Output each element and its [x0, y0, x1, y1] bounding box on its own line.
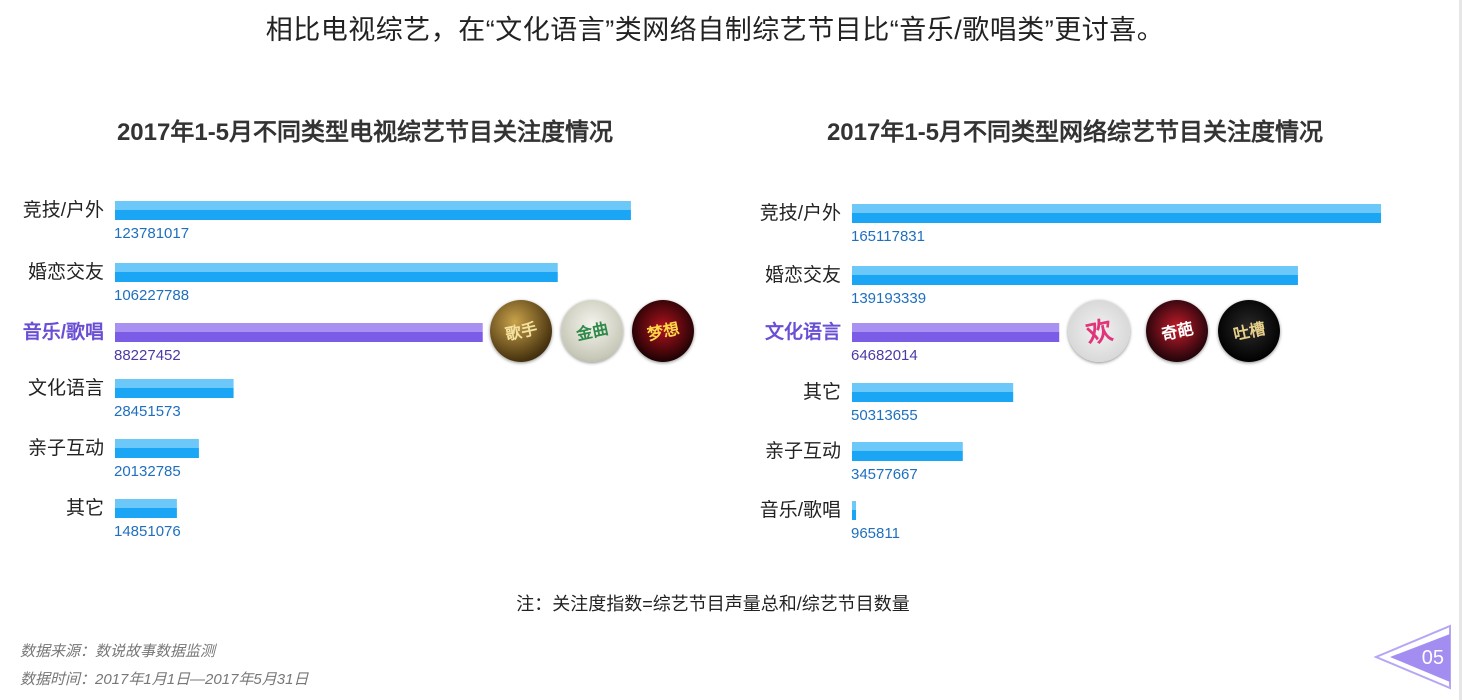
value-label: 28451573: [114, 403, 181, 420]
value-label: 50313655: [851, 407, 918, 424]
show-logo-heart-icon: 欢: [1068, 300, 1130, 362]
category-label: 婚恋交友: [28, 261, 104, 283]
data-source: 数据来源：数说故事数据监测: [20, 643, 216, 660]
bar-top-band: [852, 323, 1060, 332]
value-label: 64682014: [851, 347, 918, 364]
bar-web-1: [852, 266, 1298, 285]
bar-top-band: [115, 499, 177, 508]
tv-variety-bar-chart: 竞技/户外 123781017 婚恋交友 106227788 音乐/歌唱 88227452…: [23, 199, 631, 540]
bar-top-band: [852, 204, 1381, 213]
value-label: 20132785: [114, 463, 181, 480]
bar-top-band: [852, 266, 1298, 275]
show-logo-mengxiang-icon: 梦想: [632, 300, 694, 362]
bar-main-band: [852, 392, 1014, 402]
bar-main-band: [115, 272, 558, 282]
value-label: 88227452: [114, 347, 181, 364]
value-label: 14851076: [114, 523, 181, 540]
bar-main-band: [115, 210, 631, 220]
bar-web-3: [852, 383, 1014, 402]
page-number: 05: [1421, 647, 1444, 669]
value-label: 965811: [851, 525, 900, 542]
category-label: 音乐/歌唱: [760, 499, 841, 521]
bar-top-band: [852, 383, 1014, 392]
bar-main-band: [852, 332, 1060, 342]
bar-main-band: [115, 448, 199, 458]
tv-chart-title: 2017年1-5月不同类型电视综艺节目关注度情况: [116, 119, 614, 146]
bar-main-band: [115, 332, 483, 342]
value-label: 106227788: [114, 287, 189, 304]
show-logo-tucao-icon: 吐槽: [1218, 300, 1280, 362]
bar-main-band: [115, 508, 177, 518]
show-logo-qipa-icon: 奇葩: [1146, 300, 1208, 362]
category-label: 婚恋交友: [765, 264, 841, 286]
value-label: 139193339: [851, 290, 926, 307]
bar-tv-1: [115, 263, 558, 282]
bar-top-band: [852, 501, 856, 510]
bar-main-band: [852, 451, 963, 461]
category-label: 亲子互动: [765, 440, 841, 462]
page-headline: 相比电视综艺，在“文化语言”类网络自制综艺节目比“音乐/歌唱类”更讨喜。: [265, 15, 1165, 45]
bar-top-band: [115, 201, 631, 210]
web-chart-title: 2017年1-5月不同类型网络综艺节目关注度情况: [826, 119, 1324, 146]
web-variety-bar-chart: 竞技/户外 165117831 婚恋交友 139193339 文化语言 64682014 其…: [760, 202, 1381, 542]
category-label: 其它: [66, 497, 104, 519]
page-edge: [1459, 0, 1462, 700]
bar-tv-4: [115, 439, 199, 458]
value-label: 123781017: [114, 225, 189, 242]
category-label: 亲子互动: [28, 437, 104, 459]
value-label: 34577667: [851, 466, 918, 483]
category-label: 文化语言: [765, 320, 841, 343]
bar-top-band: [115, 439, 199, 448]
bar-top-band: [115, 323, 483, 332]
category-label: 其它: [803, 381, 841, 403]
bar-web-0: [852, 204, 1381, 223]
bar-top-band: [115, 379, 234, 388]
category-label: 竞技/户外: [23, 199, 104, 221]
data-time-range: 数据时间：2017年1月1日—2017年5月31日: [20, 671, 309, 688]
bar-top-band: [852, 442, 963, 451]
bar-main-band: [852, 213, 1381, 223]
bar-main-band: [852, 510, 856, 520]
bar-web-2: [852, 323, 1060, 342]
bar-web-5: [852, 501, 856, 520]
bar-web-4: [852, 442, 963, 461]
category-label: 文化语言: [28, 377, 104, 399]
bar-tv-5: [115, 499, 177, 518]
value-label: 165117831: [851, 228, 925, 245]
show-logo-jinqu-icon: 金曲: [561, 300, 623, 362]
category-label: 音乐/歌唱: [23, 320, 104, 343]
bar-main-band: [115, 388, 234, 398]
bar-tv-3: [115, 379, 234, 398]
bar-top-band: [115, 263, 558, 272]
footnote: 注：关注度指数=综艺节目声量总和/综艺节目数量: [516, 594, 910, 614]
category-label: 竞技/户外: [760, 202, 841, 224]
bar-main-band: [852, 275, 1298, 285]
bar-tv-0: [115, 201, 631, 220]
page-badge-icon: [1373, 624, 1451, 690]
bar-tv-2: [115, 323, 483, 342]
show-logo-geshou-icon: 歌手: [490, 300, 552, 362]
